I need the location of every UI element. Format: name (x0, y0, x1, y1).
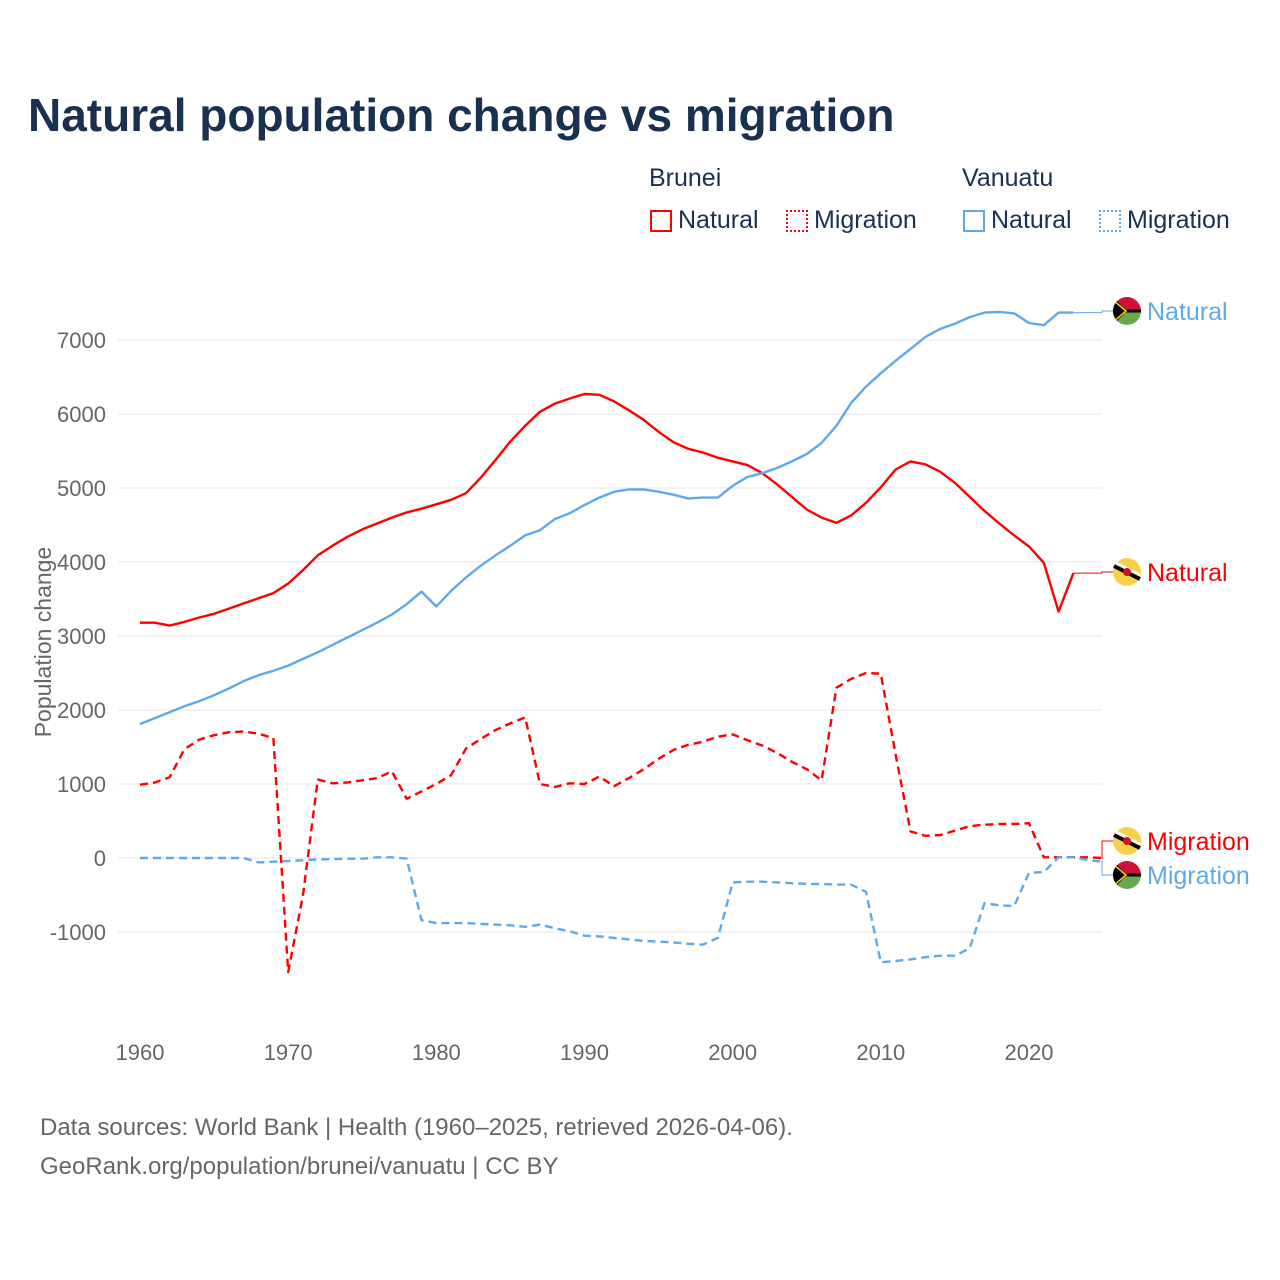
source-line-2[interactable]: GeoRank.org/population/brunei/vanuatu | … (40, 1153, 559, 1180)
legend-vanuatu-migration[interactable]: Migration (1099, 206, 1230, 235)
x-tick-label: 1990 (560, 1040, 609, 1065)
x-tick-label: 1970 (264, 1040, 313, 1065)
legend-group-brunei: Brunei (649, 164, 722, 192)
y-tick-label: 3000 (57, 624, 106, 649)
vanuatu-flag-icon (1113, 861, 1141, 889)
x-tick-label: 2010 (856, 1040, 905, 1065)
series-line-brunei-migration (139, 671, 1104, 974)
vanuatu-flag-icon (1113, 297, 1141, 325)
legend-group-vanuatu: Vanuatu (962, 164, 1054, 192)
x-tick-label: 2020 (1005, 1040, 1054, 1065)
brunei-flag-icon (1113, 827, 1141, 855)
chart-title: Natural population change vs migration (28, 89, 895, 141)
legend-label: Natural (991, 206, 1072, 234)
series-line-vanuatu-natural (139, 310, 1074, 726)
end-label-vanuatu-migration: Migration (1147, 862, 1250, 890)
y-axis-label: Population change (30, 547, 56, 738)
legend-swatch-solid-red (650, 209, 672, 232)
end-label-connector (1101, 861, 1113, 876)
legend-swatch-dotted-blue (1099, 209, 1121, 232)
y-tick-label: 4000 (57, 550, 106, 575)
end-label-connector (1101, 840, 1113, 859)
y-tick-label: 6000 (57, 402, 106, 427)
legend-swatch-dotted-red (786, 209, 808, 232)
y-tick-label: 0 (94, 846, 106, 871)
legend-label: Natural (678, 206, 759, 234)
series-line-brunei-natural (140, 392, 1075, 627)
legend-label: Migration (814, 206, 917, 234)
legend-brunei-natural[interactable]: Natural (650, 206, 759, 235)
y-tick-label: 7000 (57, 328, 106, 353)
legend-swatch-solid-blue (963, 209, 985, 232)
end-label-connector (1073, 571, 1113, 574)
brunei-flag-icon (1113, 558, 1141, 586)
series-line-vanuatu-migration (140, 856, 1104, 964)
x-tick-label: 1980 (412, 1040, 461, 1065)
source-note: Data sources: World Bank | Health (1960–… (40, 1108, 793, 1186)
legend-brunei-migration[interactable]: Migration (786, 206, 917, 235)
end-label-brunei-migration: Migration (1147, 828, 1250, 856)
legend-vanuatu-natural[interactable]: Natural (963, 206, 1072, 235)
y-tick-label: 2000 (57, 698, 106, 723)
x-tick-label: 2000 (708, 1040, 757, 1065)
x-tick-label: 1960 (116, 1040, 165, 1065)
y-tick-label: 1000 (57, 772, 106, 797)
legend-label: Migration (1127, 206, 1230, 234)
source-line-1: Data sources: World Bank | Health (1960–… (40, 1114, 793, 1141)
end-label-brunei-natural: Natural (1147, 559, 1228, 587)
end-label-connector (1073, 310, 1113, 314)
y-tick-label: -1000 (50, 920, 106, 945)
y-tick-label: 5000 (57, 476, 106, 501)
end-label-vanuatu-natural: Natural (1147, 298, 1228, 326)
